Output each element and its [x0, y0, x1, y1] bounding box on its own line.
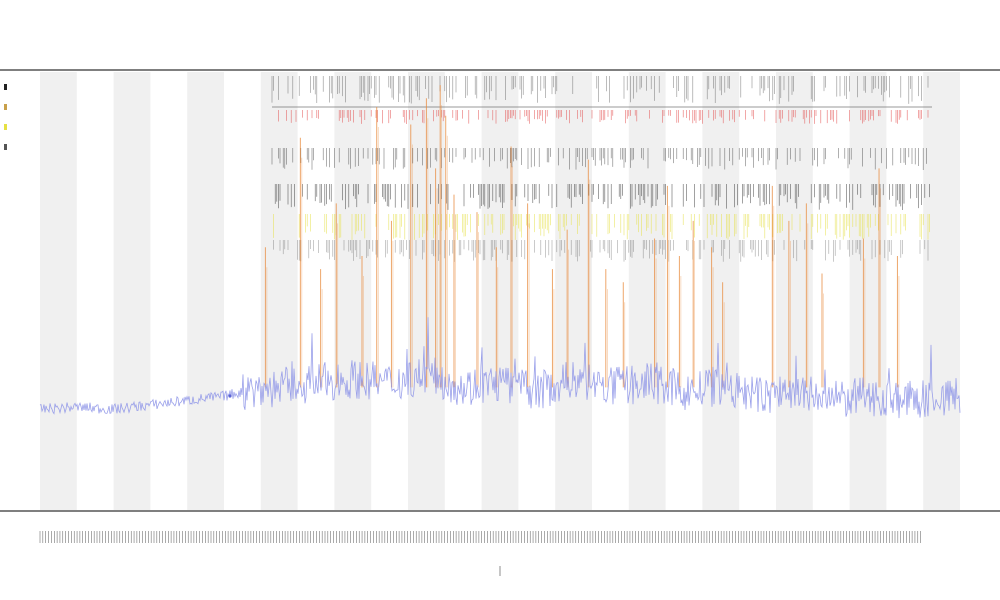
- axes: [0, 69, 1000, 512]
- blue-trace-series: [39, 317, 961, 419]
- tick-row-red: [278, 110, 929, 124]
- shaded-band-10: [776, 72, 813, 510]
- legend-swatch-0: [4, 84, 7, 90]
- shaded-band-11: [849, 72, 887, 510]
- shaded-band-8: [628, 72, 666, 510]
- shaded-band-9: [702, 72, 740, 510]
- tick-row-4: [273, 240, 929, 262]
- trace-marker: [228, 394, 232, 398]
- shaded-band-3: [260, 72, 298, 510]
- legend-swatch-3: [4, 144, 7, 150]
- shaded-band-2: [187, 72, 224, 510]
- shaded-band-1: [113, 72, 151, 510]
- orange-spike-series: [264, 85, 900, 388]
- legend-swatch-2: [4, 124, 7, 130]
- tick-row-3: [274, 184, 930, 210]
- event-ticks: [271, 76, 932, 262]
- legend: [4, 84, 7, 150]
- blue-trace-line: [39, 317, 961, 419]
- shaded-bands: [40, 72, 960, 510]
- x-tick-labels: [39, 531, 921, 576]
- shaded-band-4: [334, 72, 372, 510]
- tick-row-yellow: [273, 214, 930, 240]
- shaded-band-12: [923, 72, 960, 510]
- shaded-band-0: [40, 72, 77, 510]
- shaded-band-6: [481, 72, 519, 510]
- tick-row-1: [271, 76, 929, 104]
- legend-swatch-1: [4, 104, 7, 110]
- shaded-band-7: [555, 72, 592, 510]
